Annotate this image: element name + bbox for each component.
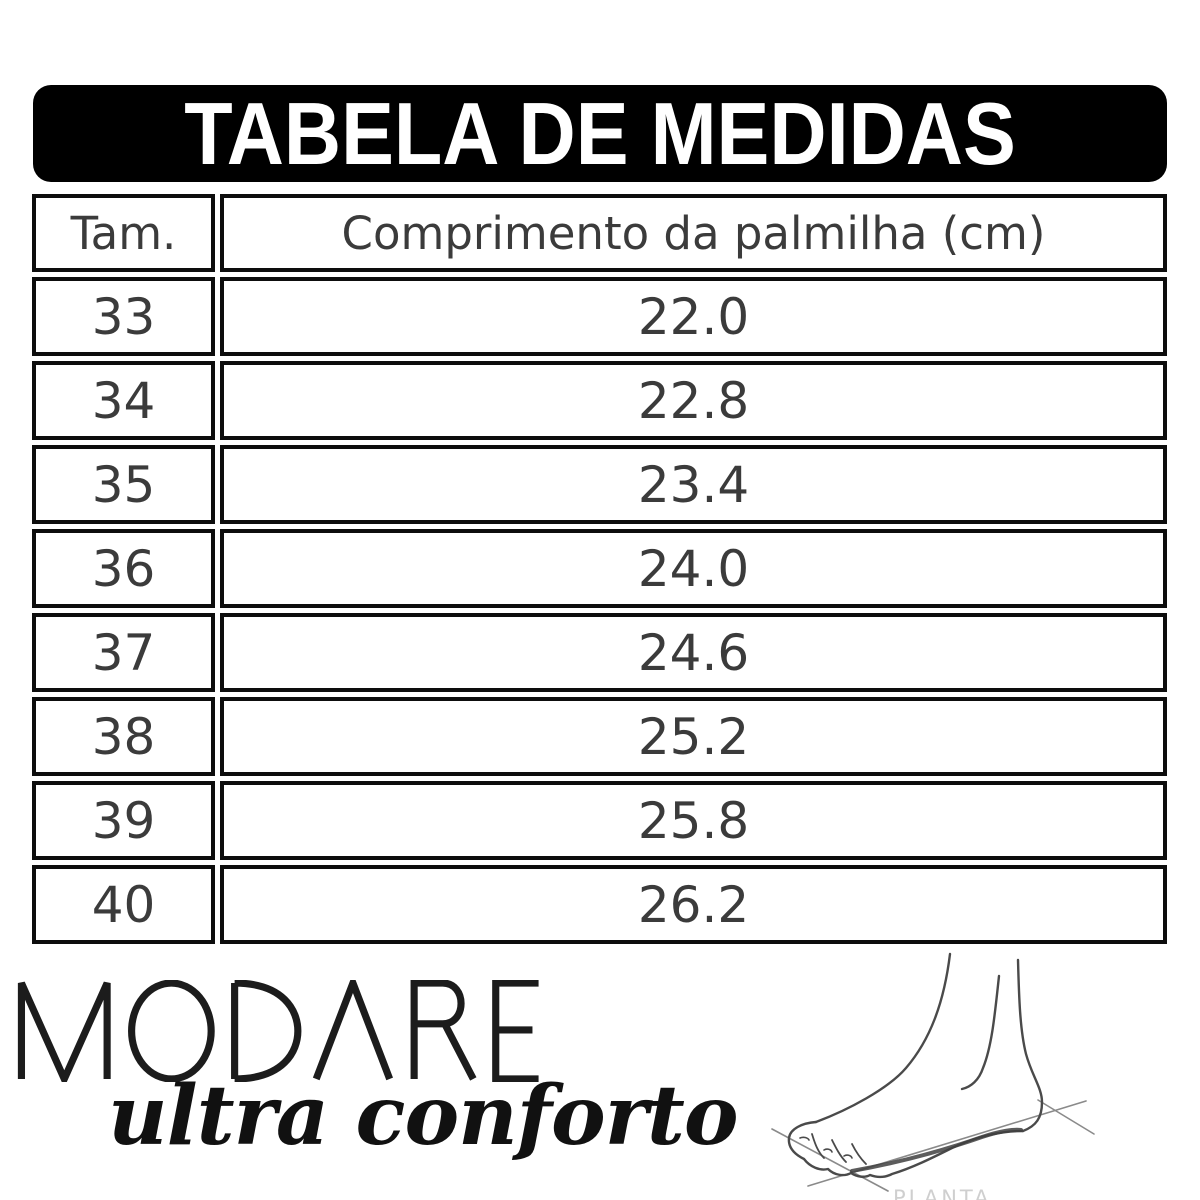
foot-outline	[787, 1120, 1025, 1178]
column-header-size: Tam.	[32, 194, 215, 272]
toe-nail	[799, 1136, 810, 1141]
size-table: Tam. Comprimento da palmilha (cm) 33 22.…	[32, 194, 1167, 944]
letter-M	[17, 981, 111, 1082]
foot-caption: PLANTA	[893, 1186, 992, 1200]
length-cell: 26.2	[220, 865, 1167, 944]
size-cell: 39	[32, 781, 215, 860]
title-banner: TABELA DE MEDIDAS	[33, 85, 1167, 182]
length-cell: 23.4	[220, 445, 1167, 524]
letter-R	[410, 980, 477, 1081]
column-header-length: Comprimento da palmilha (cm)	[220, 194, 1167, 272]
foot-sketch	[752, 948, 1152, 1200]
length-cell: 25.2	[220, 697, 1167, 776]
toe-line	[851, 1143, 867, 1165]
toe-line	[831, 1139, 847, 1163]
letter-D	[231, 980, 302, 1082]
toe-line	[811, 1133, 825, 1159]
sole-shadow	[850, 1127, 1023, 1173]
brand-tagline: ultra conforto	[108, 1068, 739, 1164]
page-title: TABELA DE MEDIDAS	[184, 83, 1016, 183]
leg-back-line	[1016, 958, 1044, 1133]
length-cell: 24.0	[220, 529, 1167, 608]
ankle-inner-line	[960, 974, 1001, 1091]
length-cell: 22.0	[220, 277, 1167, 356]
letter-E	[492, 980, 539, 1082]
letter-O	[128, 980, 215, 1082]
length-cell: 25.8	[220, 781, 1167, 860]
size-cell: 36	[32, 529, 215, 608]
length-cell: 24.6	[220, 613, 1167, 692]
size-cell: 40	[32, 865, 215, 944]
modare-logo: MODARE	[16, 980, 543, 1082]
size-cell: 35	[32, 445, 215, 524]
toe-nail	[843, 1154, 853, 1159]
size-cell: 37	[32, 613, 215, 692]
letter-A	[312, 980, 393, 1081]
size-cell: 33	[32, 277, 215, 356]
ground-lines	[771, 1099, 1095, 1192]
size-cell: 38	[32, 697, 215, 776]
length-cell: 22.8	[220, 361, 1167, 440]
leg-front-line	[814, 952, 952, 1124]
size-cell: 34	[32, 361, 215, 440]
toe-nail	[823, 1148, 833, 1153]
